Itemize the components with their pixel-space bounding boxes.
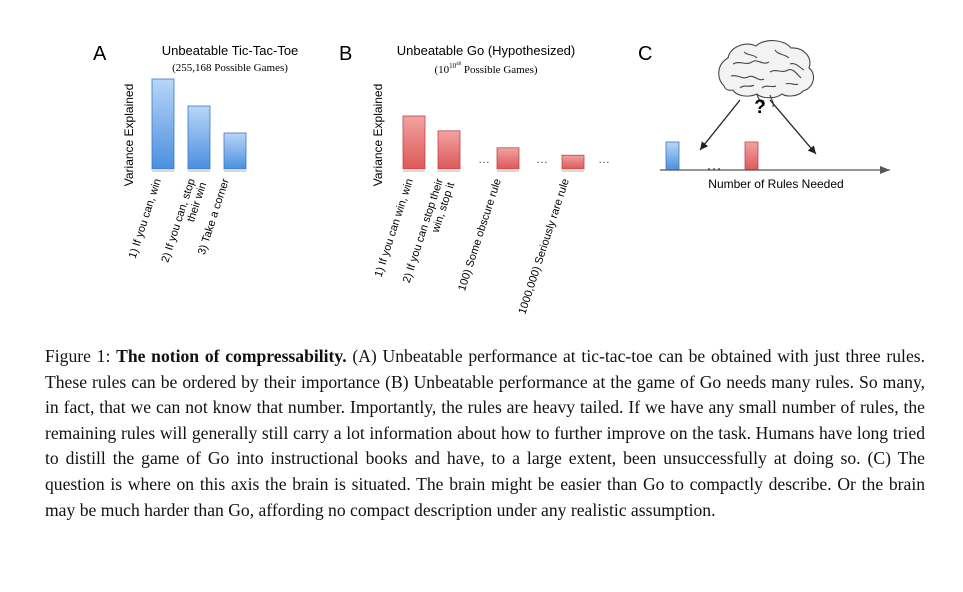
panel-b-ylabel: Variance Explained <box>371 84 385 187</box>
panel-a-bar-shadow-1 <box>152 169 174 172</box>
panel-b-label-3: 100) Some obscure rule <box>456 177 504 292</box>
panel-a: A Unbeatable Tic-Tac-Toe (255,168 Possib… <box>93 43 299 264</box>
panel-c-ellipsis: … <box>706 157 722 174</box>
brain-icon <box>718 40 815 108</box>
panel-b: B Unbeatable Go (Hypothesized) (101048 P… <box>339 43 610 316</box>
panel-b-bar-3 <box>496 147 520 170</box>
panel-a-bar-shadow-3 <box>224 169 246 172</box>
panel-a-bar-1 <box>151 78 175 170</box>
panel-a-letter: A <box>93 43 107 65</box>
panel-a-subtitle: (255,168 Possible Games) <box>172 62 288 74</box>
panel-c-axis-label: Number of Rules Needed <box>708 177 843 191</box>
rule-bar-blue <box>665 141 680 171</box>
figure-1: A Unbeatable Tic-Tac-Toe (255,168 Possib… <box>93 40 890 316</box>
panel-a-bar-3 <box>223 132 247 170</box>
panel-b-bar-2 <box>437 130 461 170</box>
panel-a-bar-2 <box>187 105 211 170</box>
panel-b-bar-1 <box>402 115 426 170</box>
panel-b-bar-shadow-2 <box>438 169 460 172</box>
caption-prefix: Figure 1: <box>45 346 117 366</box>
arrow-left <box>699 99 741 151</box>
caption-title: The notion of compressability. <box>116 346 347 366</box>
panel-b-label-4: 1000,000) Seriously rare rule <box>517 177 572 316</box>
panel-b-ellipsis-1: … <box>478 152 490 166</box>
panel-c-letter: C <box>638 43 652 65</box>
figure-caption: Figure 1: The notion of compressability.… <box>45 344 925 523</box>
panel-b-bars <box>402 115 585 172</box>
panel-c: C ? … Number of Rules Needed <box>638 40 890 191</box>
panel-b-bar-shadow-3 <box>497 169 519 172</box>
panel-a-ylabel: Variance Explained <box>122 84 136 187</box>
panel-b-bar-shadow-1 <box>403 169 425 172</box>
arrow-right <box>769 99 817 155</box>
rule-bar-red <box>744 141 759 171</box>
panel-b-bar-4 <box>561 154 585 170</box>
panel-b-subtitle: (101048 Possible Games) <box>434 62 537 76</box>
caption-body: (A) Unbeatable performance at tic-tac-to… <box>45 346 925 520</box>
panel-b-ellipsis-2: … <box>536 152 548 166</box>
panel-a-label-1: 1) If you can, win <box>127 177 164 260</box>
panel-a-bars <box>151 78 247 172</box>
panel-b-ellipsis-3: … <box>598 152 610 166</box>
question-mark: ? <box>754 97 766 118</box>
panel-a-bar-shadow-2 <box>188 169 210 172</box>
panel-b-bar-shadow-4 <box>562 169 584 172</box>
panel-a-title: Unbeatable Tic-Tac-Toe <box>162 43 299 58</box>
panel-b-title: Unbeatable Go (Hypothesized) <box>397 43 576 58</box>
panel-b-letter: B <box>339 43 352 65</box>
